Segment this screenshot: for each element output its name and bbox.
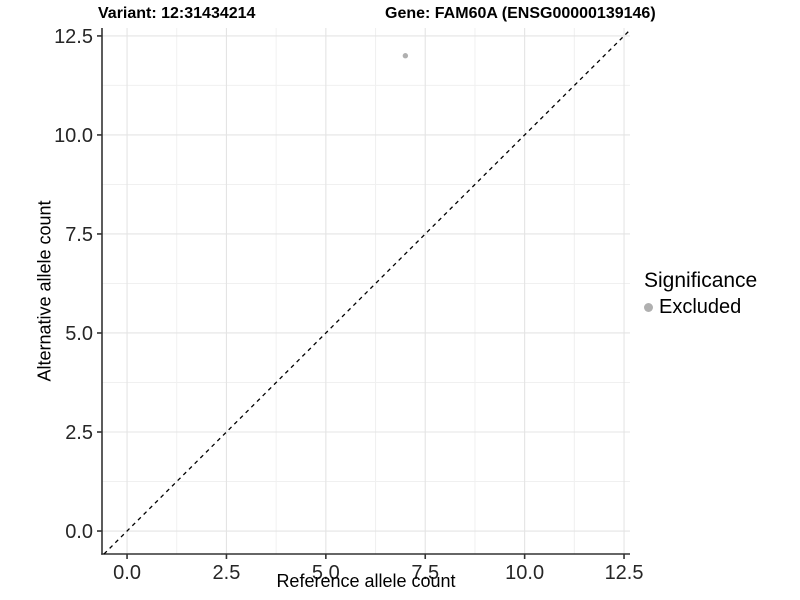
grid-major [102,28,630,554]
y-tick-label: 7.5 [65,224,93,246]
y-tick-label: 5.0 [65,323,93,345]
y-tick-label: 12.5 [54,26,93,48]
x-tick-label: 7.5 [411,562,439,584]
x-tick-label: 2.5 [213,562,241,584]
y-tick-label: 0.0 [65,521,93,543]
legend-item-label: Excluded [659,296,742,318]
plot-title-gene: Gene: FAM60A (ENSG00000139146) [385,5,656,22]
identity-reference-line [103,29,631,555]
x-tick-label: 5.0 [312,562,340,584]
y-tick-label: 2.5 [65,422,93,444]
y-tick-label: 10.0 [54,125,93,147]
data-points [402,53,409,59]
grid-minor [102,28,630,554]
axis-ticks-and-labels: 0.0 2.5 5.0 7.5 10.0 12.5 0.0 2.5 5.0 7.5 10.0 12.5 [54,26,643,584]
x-tick-label: 10.0 [505,562,544,584]
y-axis-title: Alternative allele count [34,200,55,382]
data-point-excluded [402,53,409,59]
legend-title: Significance [644,269,758,292]
plot-title-variant: Variant: 12:31434214 [98,5,256,22]
legend-item-excluded: Excluded [644,296,757,319]
legend: Significance Excluded [644,269,757,319]
x-axis-title: Reference allele count [276,571,456,591]
axis-lines [101,28,630,555]
x-tick-label: 12.5 [605,562,644,584]
x-tick-label: 0.0 [113,562,141,584]
excluded-point-icon [644,303,653,312]
